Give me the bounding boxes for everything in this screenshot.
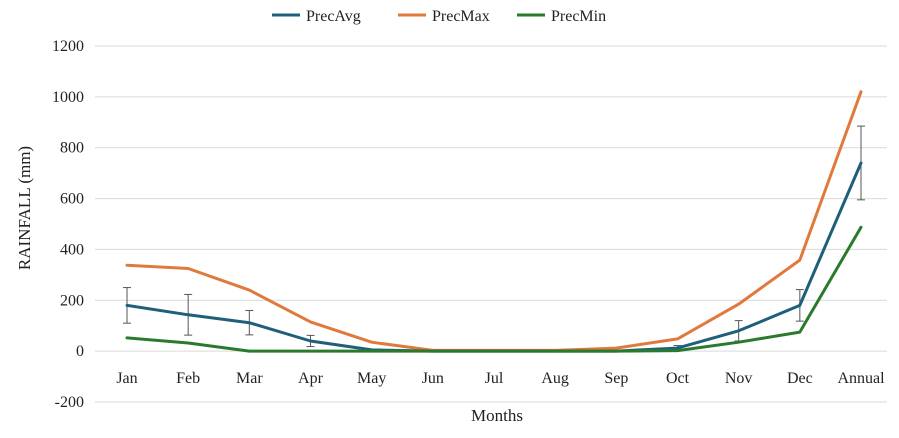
y-tick-label: 800 (60, 140, 84, 157)
x-tick-label: Nov (725, 370, 753, 387)
y-tick-labels: -200 0 200 400 600 800 1000 1200 (52, 38, 84, 411)
x-tick-label: Dec (787, 370, 813, 387)
legend-item-precmax: PrecMax (398, 8, 490, 25)
series-line-precavg (125, 161, 863, 353)
y-tick-label: 400 (60, 241, 84, 258)
legend: PrecAvg PrecMax PrecMin (272, 8, 606, 25)
series-line-precmax (125, 90, 863, 352)
y-axis-title: RAINFALL (mm) (15, 146, 34, 270)
x-tick-label: Annual (837, 370, 885, 387)
legend-label: PrecMax (432, 8, 490, 25)
x-tick-label: Jun (422, 370, 444, 387)
x-tick-label: Apr (298, 370, 324, 387)
legend-label: PrecMin (551, 8, 606, 25)
gridlines (95, 45, 887, 403)
x-tick-label: Jul (485, 370, 504, 387)
x-tick-label: May (357, 370, 386, 387)
x-tick-label: Sep (604, 370, 628, 387)
x-tick-label: Feb (176, 370, 200, 387)
y-tick-label: 1200 (52, 38, 84, 55)
x-tick-label: Aug (541, 370, 569, 387)
x-tick-label: Mar (236, 370, 263, 387)
y-tick-label: 0 (76, 343, 84, 360)
legend-item-precmin: PrecMin (517, 8, 606, 25)
x-axis-title: Months (471, 406, 523, 425)
legend-label: PrecAvg (306, 8, 361, 25)
x-tick-labels: Jan Feb Mar Apr May Jun Jul Aug Sep Oct Nov Dec Annu… (116, 370, 885, 387)
error-bars (123, 125, 865, 352)
y-tick-label: 200 (60, 292, 84, 309)
series-line-precmin (125, 225, 863, 353)
legend-item-precavg: PrecAvg (272, 8, 361, 25)
y-tick-label: 600 (60, 191, 84, 208)
x-tick-label: Jan (116, 370, 137, 387)
y-tick-label: 1000 (52, 89, 84, 106)
series-lines (125, 90, 863, 353)
y-tick-label: -200 (55, 394, 84, 411)
x-tick-label: Oct (666, 370, 690, 387)
